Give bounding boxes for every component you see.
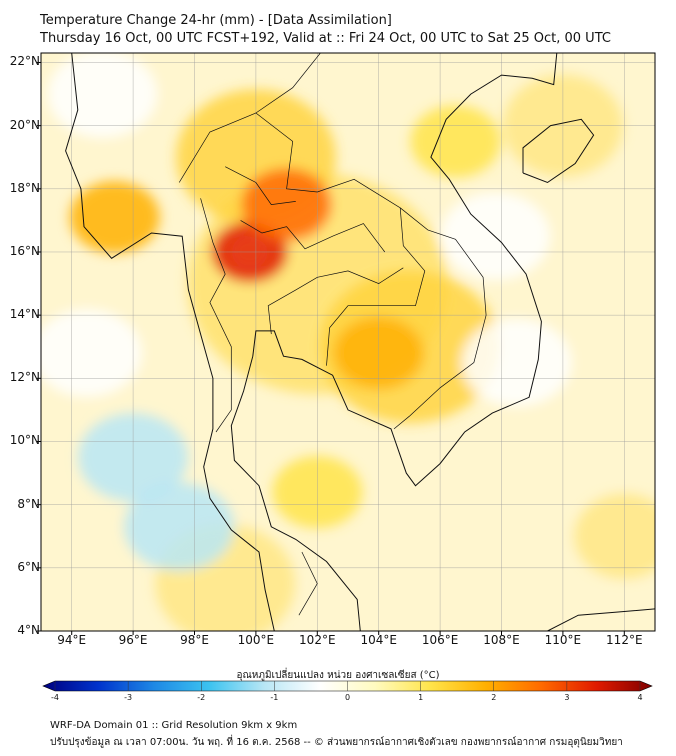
border-line <box>267 267 404 335</box>
border-line <box>200 198 232 433</box>
lat-label: 10°N <box>9 433 40 448</box>
lon-label: 100°E <box>237 633 275 647</box>
graticule <box>41 53 655 631</box>
border-line <box>255 112 426 366</box>
lon-label: 106°E <box>421 633 459 647</box>
footer-update-info: ปรับปรุงข้อมูล ณ เวลา 07:00น. วัน พฤ. ที… <box>50 737 623 748</box>
footer-model-info: WRF-DA Domain 01 :: Grid Resolution 9km … <box>50 720 298 731</box>
lat-label: 4°N <box>17 623 40 637</box>
lat-label: 12°N <box>9 370 40 385</box>
cold-region <box>124 482 235 571</box>
warm-region <box>574 493 655 579</box>
border-line <box>240 220 386 253</box>
colorbar-tick-label: 2 <box>491 693 497 702</box>
lon-label: 98°E <box>180 633 209 647</box>
colorbar <box>42 680 653 692</box>
coastlines-and-borders <box>65 53 655 631</box>
colorbar-tick-label: -3 <box>124 693 133 702</box>
coastline <box>522 118 595 184</box>
warm-hotspot <box>241 168 332 241</box>
colorbar-tick-label: 3 <box>564 693 570 702</box>
border-line <box>225 166 296 205</box>
lon-label: 110°E <box>544 633 582 647</box>
lat-label: 16°N <box>9 243 40 258</box>
lon-label: 94°E <box>57 633 87 647</box>
border-line <box>393 207 487 430</box>
coastline <box>547 608 655 631</box>
lon-label: 102°E <box>299 633 336 647</box>
colorbar-tick-label: 1 <box>418 693 424 702</box>
cold-region <box>461 318 572 407</box>
lat-label: 6°N <box>17 559 40 574</box>
lon-label: 96°E <box>118 633 148 647</box>
colorbar-tick-label: 4 <box>637 693 643 702</box>
map-subtitle: Thursday 16 Oct, 00 UTC FCST+192, Valid … <box>40 31 611 46</box>
warm-hotspot <box>410 105 501 178</box>
lat-label: 8°N <box>17 496 40 511</box>
colorbar-tick-label: 0 <box>344 693 351 702</box>
coastline <box>65 53 275 631</box>
lat-label: 20°N <box>9 117 40 132</box>
colorbar-tick-label: -1 <box>270 693 279 702</box>
cold-region <box>47 53 158 139</box>
warm-hotspot <box>69 181 160 254</box>
map-title: Temperature Change 24-hr (mm) - [Data As… <box>40 13 392 28</box>
cold-region <box>41 309 143 398</box>
lat-label: 14°N <box>9 307 40 322</box>
lon-label: 112°E <box>606 633 643 647</box>
coastline <box>230 53 558 631</box>
colorbar-tick-label: -2 <box>197 693 206 702</box>
axis-ticks <box>37 61 625 635</box>
lon-label: 104°E <box>360 633 397 647</box>
colorbar-tick-label: -4 <box>51 693 59 702</box>
border-line <box>298 551 318 616</box>
lat-label: 18°N <box>9 180 40 195</box>
plot-frame <box>40 52 656 632</box>
lat-label: 22°N <box>9 54 40 69</box>
lon-label: 108°E <box>483 633 520 647</box>
colorbar-title: อุณหภูมิเปลี่ยนแปลง หน่วย องศาเซลเซียส (… <box>236 670 440 681</box>
